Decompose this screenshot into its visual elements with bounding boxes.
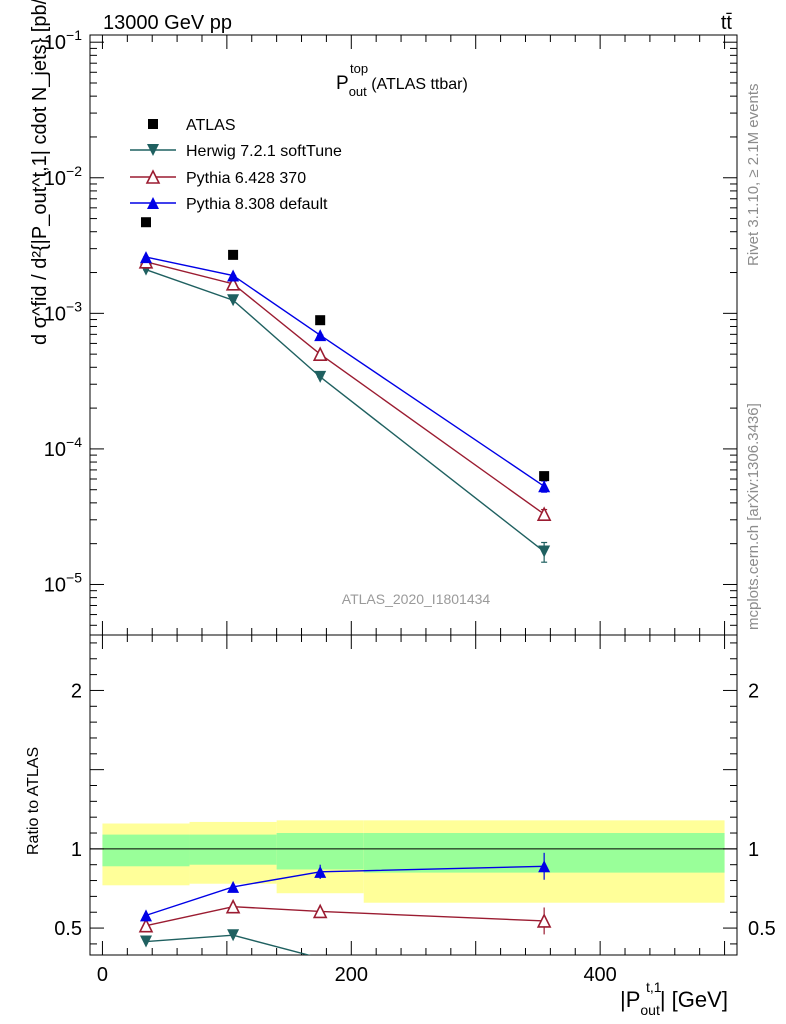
series-line [145, 256, 545, 487]
green-band [276, 833, 364, 870]
energy-label: 13000 GeV pp [103, 12, 232, 34]
series-line [145, 261, 545, 515]
y-tick-label: 10−1 [44, 27, 82, 54]
marker-triangle-up [538, 860, 551, 873]
plot-title-rest: (ATLAS ttbar) [367, 76, 468, 93]
marker-triangle-up-open [312, 346, 328, 361]
ratio-series-line [145, 865, 545, 917]
analysis-id: ATLAS_2020_I1801434 [342, 591, 491, 607]
legend: ATLAS Herwig 7.2.1 softTune Pythia 6.428 3… [130, 117, 342, 213]
ratio-series-line [145, 905, 545, 927]
marker-triangle-up-open [225, 898, 241, 914]
axis-labels: 0 200 400 10−1 10−2 10−3 10−4 10−5 0.5 0.5 1 1 2 2 [44, 27, 776, 986]
legend-label: ATLAS [186, 117, 236, 134]
green-band [189, 834, 277, 865]
ratio-y-tick-label: 2 [748, 680, 759, 702]
process-label: tt̄ [721, 12, 733, 34]
marker-triangle-up-open [536, 913, 552, 928]
legend-label: Pythia 8.308 default [186, 196, 328, 213]
x-tick-label: 400 [583, 964, 616, 986]
legend-label: Pythia 6.428 370 [186, 170, 306, 187]
mcplots-label: mcplots.cern.ch [arXiv:1306.3436] [745, 403, 762, 630]
x-axis-label-rest: | [GeV] [660, 987, 728, 1012]
marker-triangle-down [227, 294, 240, 307]
ratio-y-tick-label: 0.5 [748, 918, 776, 940]
ratio-y-tick-label: 1 [748, 839, 759, 861]
ratio-series-group [138, 852, 552, 955]
ratio-y-tick-label: 2 [71, 680, 82, 702]
marker-square [140, 217, 151, 228]
marker-triangle-up [147, 197, 159, 209]
series-line [145, 268, 545, 553]
x-axis-label: |Pout| [GeV] [620, 987, 728, 1018]
x-axis-label-main: |P [620, 987, 640, 1012]
y-tick-label: 10−2 [44, 163, 82, 190]
plot-title-main: P [336, 73, 349, 94]
marker-triangle-up [139, 251, 152, 264]
marker-triangle-up [139, 909, 152, 922]
marker-triangle-up [227, 880, 240, 893]
x-tick-label: 200 [335, 964, 368, 986]
plot-title-sup: top [350, 61, 368, 76]
plot-title-sub: out [349, 84, 367, 99]
x-tick-label: 0 [97, 964, 108, 986]
ratio-y-tick-label: 0.5 [54, 918, 82, 940]
ratio-y-axis-label: Ratio to ATLAS [25, 747, 42, 855]
marker-triangle-up [538, 480, 551, 493]
rivet-version-label: Rivet 3.1.10, ≥ 2.1M events [745, 83, 762, 267]
marker-triangle-down [538, 545, 551, 558]
marker-triangle-down [139, 935, 152, 948]
marker-triangle-up-open [138, 917, 154, 933]
ratio-plot-frame [89, 634, 738, 956]
series-markers [138, 217, 552, 558]
marker-triangle-up [314, 329, 327, 342]
marker-triangle-down [227, 929, 240, 942]
marker-square [315, 315, 326, 326]
plot-title: Pout (ATLAS ttbar) [336, 73, 468, 99]
marker-triangle-up [314, 865, 327, 878]
marker-triangle-up-open [536, 506, 552, 521]
marker-triangle-up-open [225, 276, 241, 291]
legend-label: Herwig 7.2.1 softTune [186, 143, 342, 160]
marker-triangle-down [314, 370, 327, 383]
marker-triangle-down [147, 144, 159, 156]
main-y-axis-label: d σ^fid / d²{|P_out^t,1| cdot N_jets} [p… [29, 0, 51, 345]
marker-triangle-up [227, 269, 240, 282]
y-tick-label: 10−4 [44, 434, 82, 461]
green-band [102, 834, 190, 867]
ratio-y-tick-label: 1 [71, 839, 82, 861]
x-axis-label-sup: t,1 [646, 979, 662, 995]
marker-triangle-up-open [145, 169, 161, 184]
marker-square [539, 471, 550, 482]
axes-and-ticks [89, 34, 738, 956]
ratio-uncertainty-bands [90, 820, 737, 903]
y-tick-label: 10−3 [44, 298, 82, 325]
marker-square [148, 119, 158, 129]
y-tick-label: 10−5 [44, 569, 82, 596]
marker-square [228, 249, 239, 260]
x-axis-label-sub: out [640, 1002, 660, 1018]
series-lines [142, 256, 548, 563]
marker-triangle-up-open [312, 903, 328, 919]
